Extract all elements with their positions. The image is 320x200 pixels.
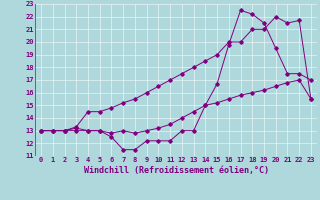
X-axis label: Windchill (Refroidissement éolien,°C): Windchill (Refroidissement éolien,°C) — [84, 166, 268, 175]
